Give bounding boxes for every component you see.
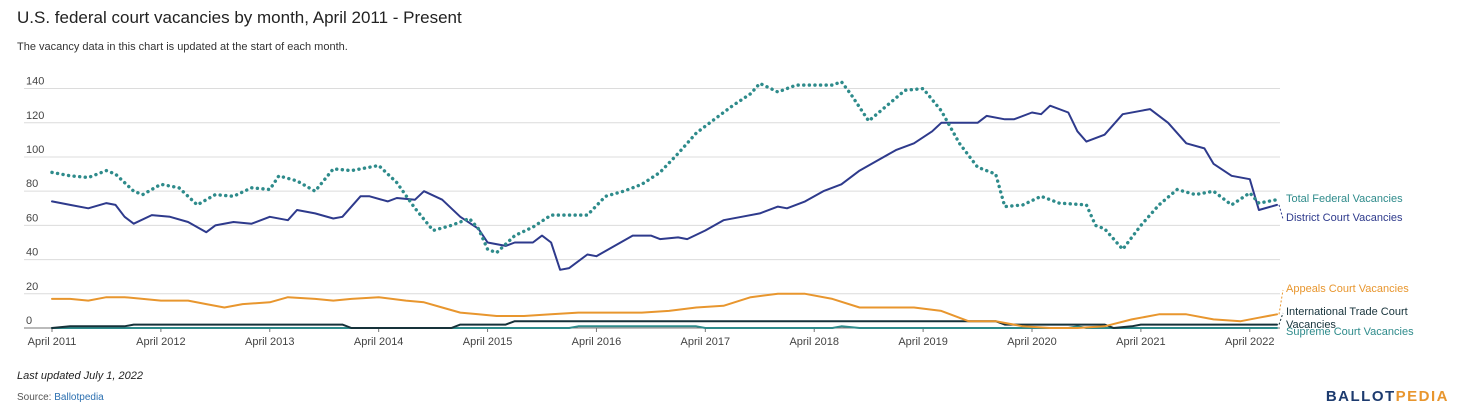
x-tick-label: April 2014	[354, 336, 404, 348]
series-line-total-federal-vacancies	[50, 79, 1279, 255]
x-tick-label: April 2013	[245, 336, 295, 348]
x-tick-label: April 2017	[681, 336, 731, 348]
x-tick-label: April 2019	[898, 336, 948, 348]
source-link[interactable]: Ballotpedia	[54, 392, 104, 403]
x-tick-label: April 2020	[1007, 336, 1057, 348]
series-label: Total Federal Vacancies	[1286, 193, 1403, 205]
y-tick-label: 60	[26, 212, 38, 224]
x-tick-label: April 2021	[1116, 336, 1166, 348]
series-label: District Court Vacancies	[1286, 212, 1403, 224]
y-tick-label: 20	[26, 281, 38, 293]
series-line-supreme-court-vacancies	[51, 325, 1278, 329]
x-tick-label: April 2022	[1225, 336, 1275, 348]
y-tick-label: 120	[26, 110, 44, 122]
source-prefix: Source:	[17, 392, 52, 403]
x-tick-label: April 2015	[463, 336, 513, 348]
x-tick-label: April 2016	[572, 336, 622, 348]
label-leader-line	[1278, 204, 1284, 220]
logo-part-pedia: PEDIA	[1395, 388, 1449, 405]
y-tick-label: 140	[26, 76, 44, 88]
label-leader-line	[1278, 289, 1284, 315]
series-label: Appeals Court Vacancies	[1286, 283, 1409, 295]
x-tick-label: April 2012	[136, 336, 186, 348]
line-chart: 0 20 40 60 80 100 120 140 April 2011 April 2012 Ap…	[24, 76, 1414, 348]
x-tick-label: April 2018	[789, 336, 839, 348]
y-tick-label: 100	[26, 144, 44, 156]
x-tick-label: April 2011	[28, 336, 77, 348]
label-leader-line	[1278, 312, 1284, 325]
series-line-appeals-court-vacancies	[51, 292, 1278, 329]
series-line-district-court-vacancies	[51, 104, 1278, 271]
series-label: Supreme Court Vacancies	[1286, 326, 1414, 338]
source-note: Source: Ballotpedia	[17, 392, 104, 403]
series-line-international-trade-court-vacancies	[51, 320, 1278, 329]
last-updated-note: Last updated July 1, 2022	[17, 370, 143, 382]
chart-subtitle: The vacancy data in this chart is update…	[17, 41, 348, 53]
logo-part-ballot: BALLOT	[1325, 388, 1396, 405]
chart-title: U.S. federal court vacancies by month, A…	[17, 8, 462, 27]
y-tick-label: 80	[26, 178, 38, 190]
ballotpedia-logo: BALLOTPEDIA	[1326, 388, 1449, 405]
series-label: International Trade Court Vacancies	[1286, 306, 1408, 331]
y-tick-label: 40	[26, 247, 38, 259]
y-tick-label: 0	[26, 315, 32, 327]
